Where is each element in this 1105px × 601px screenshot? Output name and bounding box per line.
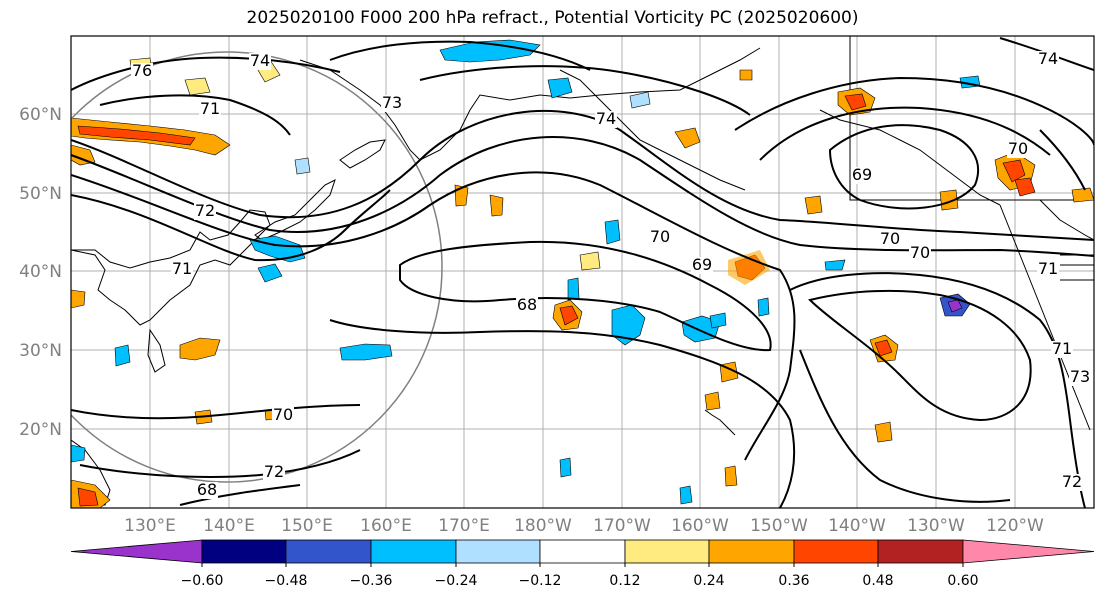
contour-label: 70 [273, 405, 293, 424]
great-circle [71, 51, 443, 483]
contour-label: 73 [1070, 367, 1090, 386]
lon-label: 150°E [281, 516, 333, 536]
lat-label: 50°N [19, 184, 62, 204]
contour-label: 70 [1008, 139, 1028, 158]
lat-label: 20°N [19, 420, 62, 440]
contour-label-bg [131, 63, 153, 80]
lon-label: 160°E [360, 516, 412, 536]
lon-label: 140°E [203, 516, 255, 536]
contour-label-bg [879, 231, 901, 248]
map-border [70, 35, 1095, 509]
contour-label: 72 [195, 201, 215, 220]
contour-label-bg [649, 229, 671, 246]
contour-label-bg [691, 257, 713, 274]
lon-label: 130°W [907, 516, 965, 536]
colorbar-tick-label: 0.36 [778, 573, 809, 589]
coastlines [71, 36, 1094, 506]
contour-label: 68 [197, 480, 217, 499]
contour-label-bg [196, 482, 218, 499]
contours [71, 37, 1094, 508]
contour-label-bg [909, 245, 931, 262]
contour-label-bg [194, 203, 216, 220]
colorbar-tick-label: −0.36 [350, 573, 393, 589]
colorbar-tick-label: 0.12 [609, 573, 640, 589]
contour-label-bg [381, 95, 403, 112]
colorbar-swatch [539, 539, 626, 564]
colorbar-tick-label: −0.24 [435, 573, 478, 589]
colorbar-swatch [708, 539, 795, 564]
contour-label: 70 [880, 229, 900, 248]
lon-label: 170°E [438, 516, 490, 536]
contour-label-bg [171, 261, 193, 278]
contour-label: 69 [692, 255, 712, 274]
colorbar-tick-label: −0.12 [519, 573, 562, 589]
contour-label: 70 [910, 243, 930, 262]
colorbar-swatch [455, 539, 541, 564]
contour-label-bg [1069, 369, 1091, 386]
contour-label-bg [1007, 141, 1029, 158]
colorbar-extend-high [962, 539, 1095, 564]
contour-label-bg [516, 297, 538, 314]
colorbar-labels: −0.60 −0.48 −0.36 −0.24 −0.12 0.12 0.24 0.36 0.4… [181, 563, 979, 589]
contour-label: 74 [1038, 49, 1058, 68]
contour-label: 74 [250, 51, 270, 70]
contour-label-bg [1051, 341, 1073, 358]
colorbar-tick-label: 0.24 [693, 573, 724, 589]
lon-label: 160°W [671, 516, 729, 536]
colorbar-swatch [370, 539, 457, 564]
colorbar-extend-low [70, 539, 203, 564]
contour-label-bg [851, 167, 873, 184]
lon-label: 130°E [124, 516, 176, 536]
contour-label: 71 [200, 99, 220, 118]
contour-label: 68 [517, 295, 537, 314]
contour-label-bg [1037, 51, 1059, 68]
contour-label-bg [199, 101, 221, 118]
colorbar-tick-label: −0.48 [265, 573, 308, 589]
contour-label-bg [249, 53, 271, 70]
lat-label: 40°N [19, 262, 62, 282]
contour-label-bg [272, 407, 294, 424]
colorbar-tick-label: 0.60 [947, 573, 978, 589]
lon-label: 120°W [986, 516, 1044, 536]
contour-label: 74 [596, 109, 616, 128]
lon-label: 140°W [828, 516, 886, 536]
lat-label: 30°N [19, 341, 62, 361]
contour-label-bg [1061, 474, 1083, 491]
colorbar-tick-label: −0.60 [181, 573, 224, 589]
colorbar-swatch [793, 539, 879, 564]
contour-label: 71 [1052, 339, 1072, 358]
contour-labels: 76 74 71 73 74 72 71 70 69 68 70 72 68 69 70 70 70 71 71 73… [131, 49, 1091, 499]
latitude-labels: 60°N 50°N 40°N 30°N 20°N [19, 105, 62, 440]
longitude-labels: 130°E 140°E 150°E 160°E 170°E 180°W 170°W 160°W… [124, 516, 1044, 536]
lon-label: 150°W [750, 516, 808, 536]
contour-label-bg [595, 111, 617, 128]
contour-label: 71 [1038, 259, 1058, 278]
colorbar-tick-label: 0.48 [862, 573, 893, 589]
contour-label-bg [263, 464, 285, 481]
colorbar [70, 539, 1095, 564]
map-frame-bg [71, 36, 1094, 508]
contour-label: 69 [852, 165, 872, 184]
graticule [71, 36, 1094, 508]
lat-label: 60°N [19, 105, 62, 125]
colorbar-swatch [624, 539, 710, 564]
contour-label-bg [1037, 261, 1059, 278]
contour-label: 70 [650, 227, 670, 246]
map-title: 2025020100 F000 200 hPa refract., Potent… [246, 8, 859, 28]
contour-label: 72 [264, 462, 284, 481]
contour-label: 73 [382, 93, 402, 112]
contour-label: 72 [1062, 472, 1082, 491]
colorbar-swatch [201, 539, 287, 564]
colorbar-swatch [285, 539, 372, 564]
colorbar-swatch [877, 539, 964, 564]
contour-label: 76 [132, 61, 152, 80]
contour-label: 71 [172, 259, 192, 278]
pv-shading [71, 39, 1094, 508]
lon-label: 180°W [514, 516, 572, 536]
lon-label: 170°W [593, 516, 651, 536]
